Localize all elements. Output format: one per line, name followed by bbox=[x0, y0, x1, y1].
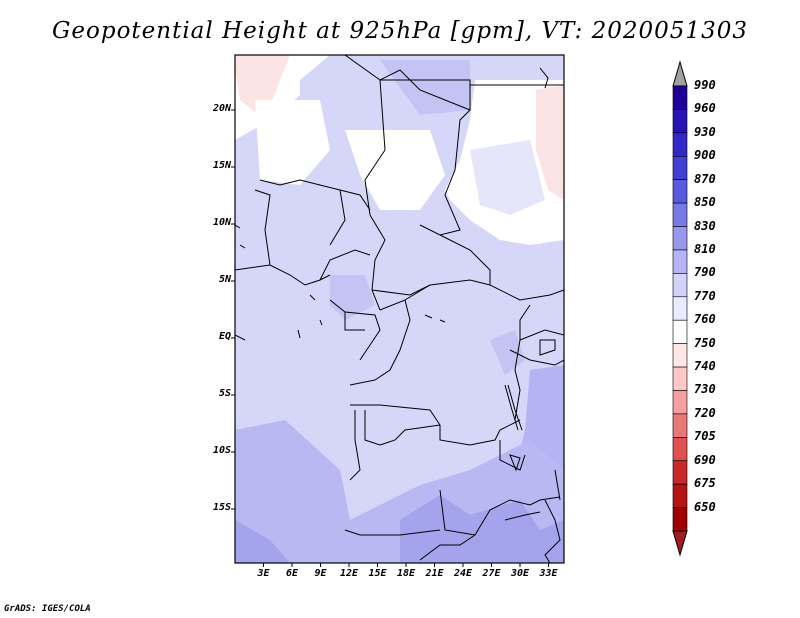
lon-tick-label: 9E bbox=[314, 568, 327, 579]
colorbar-label: 790 bbox=[694, 265, 716, 280]
lat-tick-label: 15S bbox=[212, 502, 231, 513]
colorbar-label: 730 bbox=[694, 382, 716, 397]
lon-tick-label: 24E bbox=[453, 568, 473, 579]
colorbar-label: 760 bbox=[694, 312, 716, 327]
lon-tick-label: 12E bbox=[339, 568, 359, 579]
colorbar-segment bbox=[672, 483, 688, 508]
lat-tick-label: 20N bbox=[212, 103, 231, 114]
axis-ticks bbox=[231, 109, 549, 567]
colorbar-segment bbox=[672, 226, 688, 251]
colorbar-segment bbox=[672, 437, 688, 462]
country-borders bbox=[235, 55, 564, 563]
colorbar-label: 770 bbox=[694, 288, 716, 303]
lat-tick-label: 10N bbox=[212, 217, 231, 228]
colorbar bbox=[672, 60, 688, 557]
colorbar-segment bbox=[672, 413, 688, 438]
colorbar-label: 650 bbox=[694, 499, 716, 514]
colorbar-bottom-arrow bbox=[672, 530, 688, 557]
colorbar-label: 810 bbox=[694, 241, 716, 256]
grads-credit: GrADS: IGES/COLA bbox=[4, 604, 91, 614]
colorbar-segment bbox=[672, 343, 688, 368]
colorbar-segment bbox=[672, 249, 688, 274]
colorbar-label: 720 bbox=[694, 405, 716, 420]
colorbar-segment bbox=[672, 132, 688, 157]
colorbar-segment bbox=[672, 109, 688, 134]
lat-tick-label: 5S bbox=[218, 388, 231, 399]
lat-tick-label: 5N bbox=[218, 274, 231, 285]
colorbar-label: 990 bbox=[694, 78, 716, 92]
colorbar-segment bbox=[672, 179, 688, 204]
colorbar-segment bbox=[672, 390, 688, 415]
colorbar-label: 850 bbox=[694, 195, 716, 210]
colorbar-segment bbox=[672, 85, 688, 110]
map-frame bbox=[234, 54, 565, 564]
colorbar-top-arrow bbox=[672, 60, 688, 87]
lon-tick-label: 33E bbox=[539, 568, 558, 579]
colorbar-label: 690 bbox=[694, 452, 716, 467]
colorbar-label: 705 bbox=[694, 429, 716, 444]
colorbar-segment bbox=[672, 273, 688, 298]
lon-tick-label: 18E bbox=[396, 568, 416, 579]
map-title: Geopotential Height at 925hPa [gpm], VT:… bbox=[52, 18, 748, 44]
lon-tick-label: 21E bbox=[425, 568, 444, 579]
colorbar-segment bbox=[672, 202, 688, 227]
lat-tick-label: 10S bbox=[212, 445, 231, 456]
colorbar-label: 900 bbox=[694, 148, 716, 163]
colorbar-segment bbox=[672, 507, 688, 532]
lon-tick-label: 30E bbox=[510, 568, 530, 579]
colorbar-label: 750 bbox=[694, 335, 716, 350]
colorbar-segment bbox=[672, 296, 688, 321]
lat-tick-label: EQ bbox=[218, 331, 231, 342]
colorbar-label: 930 bbox=[694, 124, 716, 139]
lat-tick-label: 15N bbox=[212, 160, 231, 171]
colorbar-segment bbox=[672, 366, 688, 391]
colorbar-label: 830 bbox=[694, 218, 716, 233]
lon-tick-label: 27E bbox=[482, 568, 501, 579]
lon-tick-label: 6E bbox=[285, 568, 299, 579]
lon-tick-label: 15E bbox=[368, 568, 387, 579]
colorbar-label: 960 bbox=[694, 101, 716, 116]
colorbar-segment bbox=[672, 319, 688, 344]
colorbar-segment bbox=[672, 460, 688, 485]
colorbar-label: 675 bbox=[694, 476, 716, 491]
colorbar-segment bbox=[672, 155, 688, 180]
lon-tick-label: 3E bbox=[257, 568, 270, 579]
colorbar-label: 740 bbox=[694, 359, 716, 374]
shaded-field bbox=[235, 55, 564, 563]
colorbar-label: 870 bbox=[694, 171, 716, 186]
